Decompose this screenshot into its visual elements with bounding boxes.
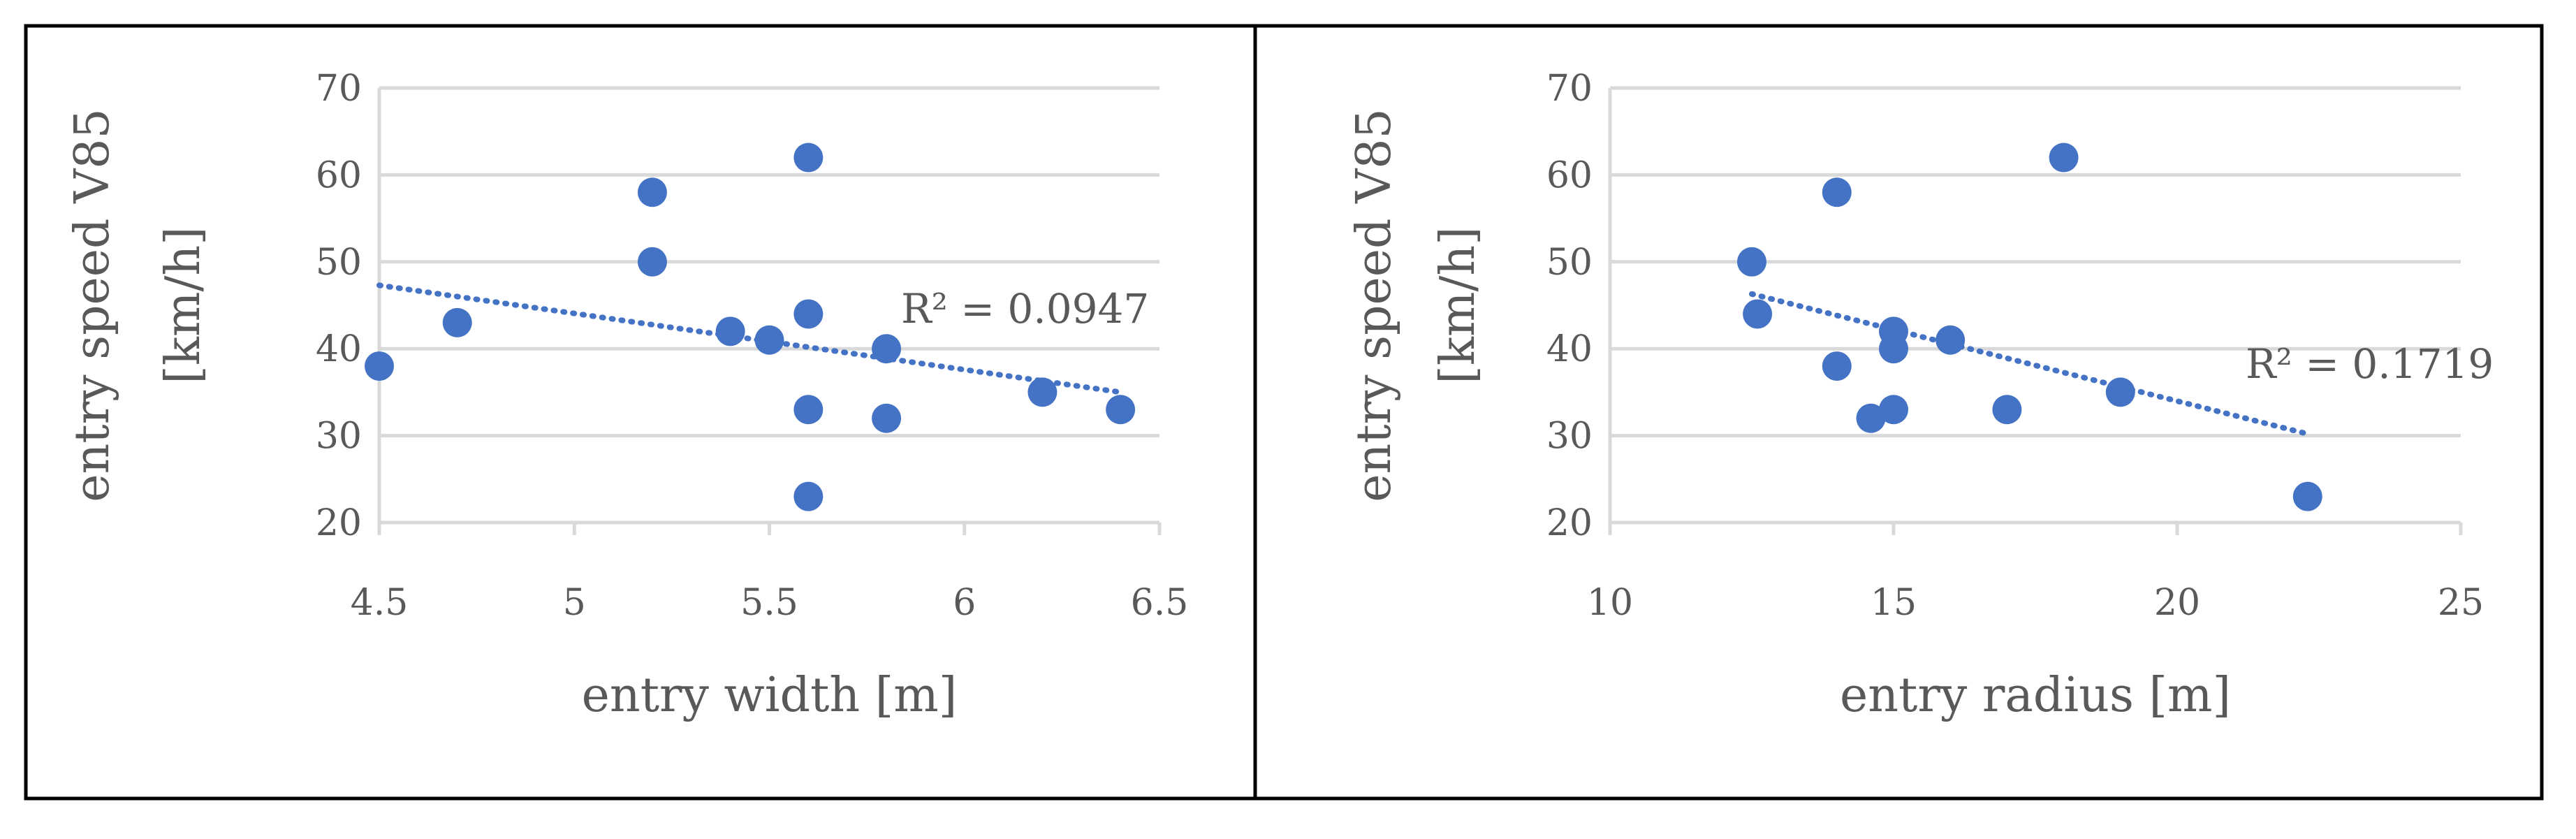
x-tick-label: 6.5	[1131, 582, 1189, 624]
data-point	[872, 403, 902, 433]
y-tick-label: 20	[316, 502, 362, 544]
y-tick-label: 40	[1546, 328, 1593, 370]
data-point	[1856, 403, 1886, 433]
x-tick-label: 15	[1871, 582, 1917, 624]
data-point	[793, 143, 824, 173]
data-point	[2105, 377, 2135, 407]
gridlines	[1608, 86, 2463, 535]
data-point	[1992, 395, 2022, 425]
data-point	[1822, 351, 1852, 381]
data-point	[715, 316, 745, 346]
y-axis-title-line-1: entry speed V85	[65, 108, 120, 502]
x-tick-label: 5.5	[740, 582, 798, 624]
x-tick-label: 10	[1587, 582, 1633, 624]
gridlines	[377, 86, 1162, 535]
data-point	[637, 247, 667, 277]
r-squared-label: R² = 0.1719	[2246, 340, 2494, 388]
trendline-group	[1749, 291, 2311, 437]
y-tick-label: 60	[316, 154, 362, 196]
data-point	[1879, 395, 1908, 425]
trendline-group	[376, 282, 1124, 395]
data-point	[2049, 143, 2079, 173]
x-tick-label: 5	[563, 582, 586, 624]
data-point	[793, 481, 824, 511]
data-point	[1822, 177, 1852, 207]
tick-labels: 20 30 40 50 60 70 10 15 20 25	[1546, 68, 2484, 624]
x-axis-title: entry width [m]	[582, 668, 958, 723]
data-point	[872, 334, 902, 364]
x-tick-label: 20	[2154, 582, 2200, 624]
data-point	[1935, 325, 1966, 355]
y-tick-label: 40	[316, 328, 362, 370]
data-point	[365, 351, 394, 381]
y-axis-title-line-1: entry speed V85	[1347, 108, 1402, 502]
tick-labels: 20 30 40 50 60 70 4.5 5 5.5 6 6.5	[316, 68, 1189, 624]
y-tick-label: 70	[316, 68, 362, 110]
y-axis-title-line-2: [km/h]	[1430, 226, 1486, 384]
x-tick-label: 4.5	[351, 582, 409, 624]
trendline	[1749, 291, 2311, 437]
y-tick-label: 50	[316, 242, 362, 284]
data-point	[442, 307, 472, 337]
data-point	[793, 395, 824, 425]
data-point	[1743, 299, 1773, 329]
y-tick-label: 20	[1546, 502, 1593, 544]
y-tick-label: 50	[1546, 242, 1593, 284]
y-tick-label: 30	[316, 416, 362, 458]
x-axis-title: entry radius [m]	[1840, 668, 2231, 723]
trendline	[376, 282, 1124, 395]
data-point	[2292, 481, 2322, 511]
x-tick-label: 25	[2438, 582, 2484, 624]
r-squared-label: R² = 0.0947	[901, 285, 1149, 333]
chart-entry-width: 20 30 40 50 60 70 4.5 5 5.5 6 6.5 R² = 0.0947 entr…	[65, 68, 1188, 723]
right-panel-frame	[1253, 24, 2544, 801]
data-point	[1027, 377, 1058, 407]
data-point	[1879, 334, 1908, 364]
y-tick-label: 30	[1546, 416, 1593, 458]
y-axis-title-line-2: [km/h]	[156, 226, 211, 384]
chart-entry-radius: 20 30 40 50 60 70 10 15 20 25 R² = 0.1719 entry r…	[1347, 68, 2494, 723]
data-points	[365, 143, 1136, 511]
data-point	[1737, 247, 1766, 277]
y-tick-label: 70	[1546, 68, 1593, 110]
data-point	[793, 299, 824, 329]
x-tick-label: 6	[953, 582, 976, 624]
data-point	[754, 325, 784, 355]
data-point	[637, 177, 667, 207]
data-point	[1106, 395, 1136, 425]
y-tick-label: 60	[1546, 154, 1593, 196]
data-points	[1737, 143, 2322, 511]
